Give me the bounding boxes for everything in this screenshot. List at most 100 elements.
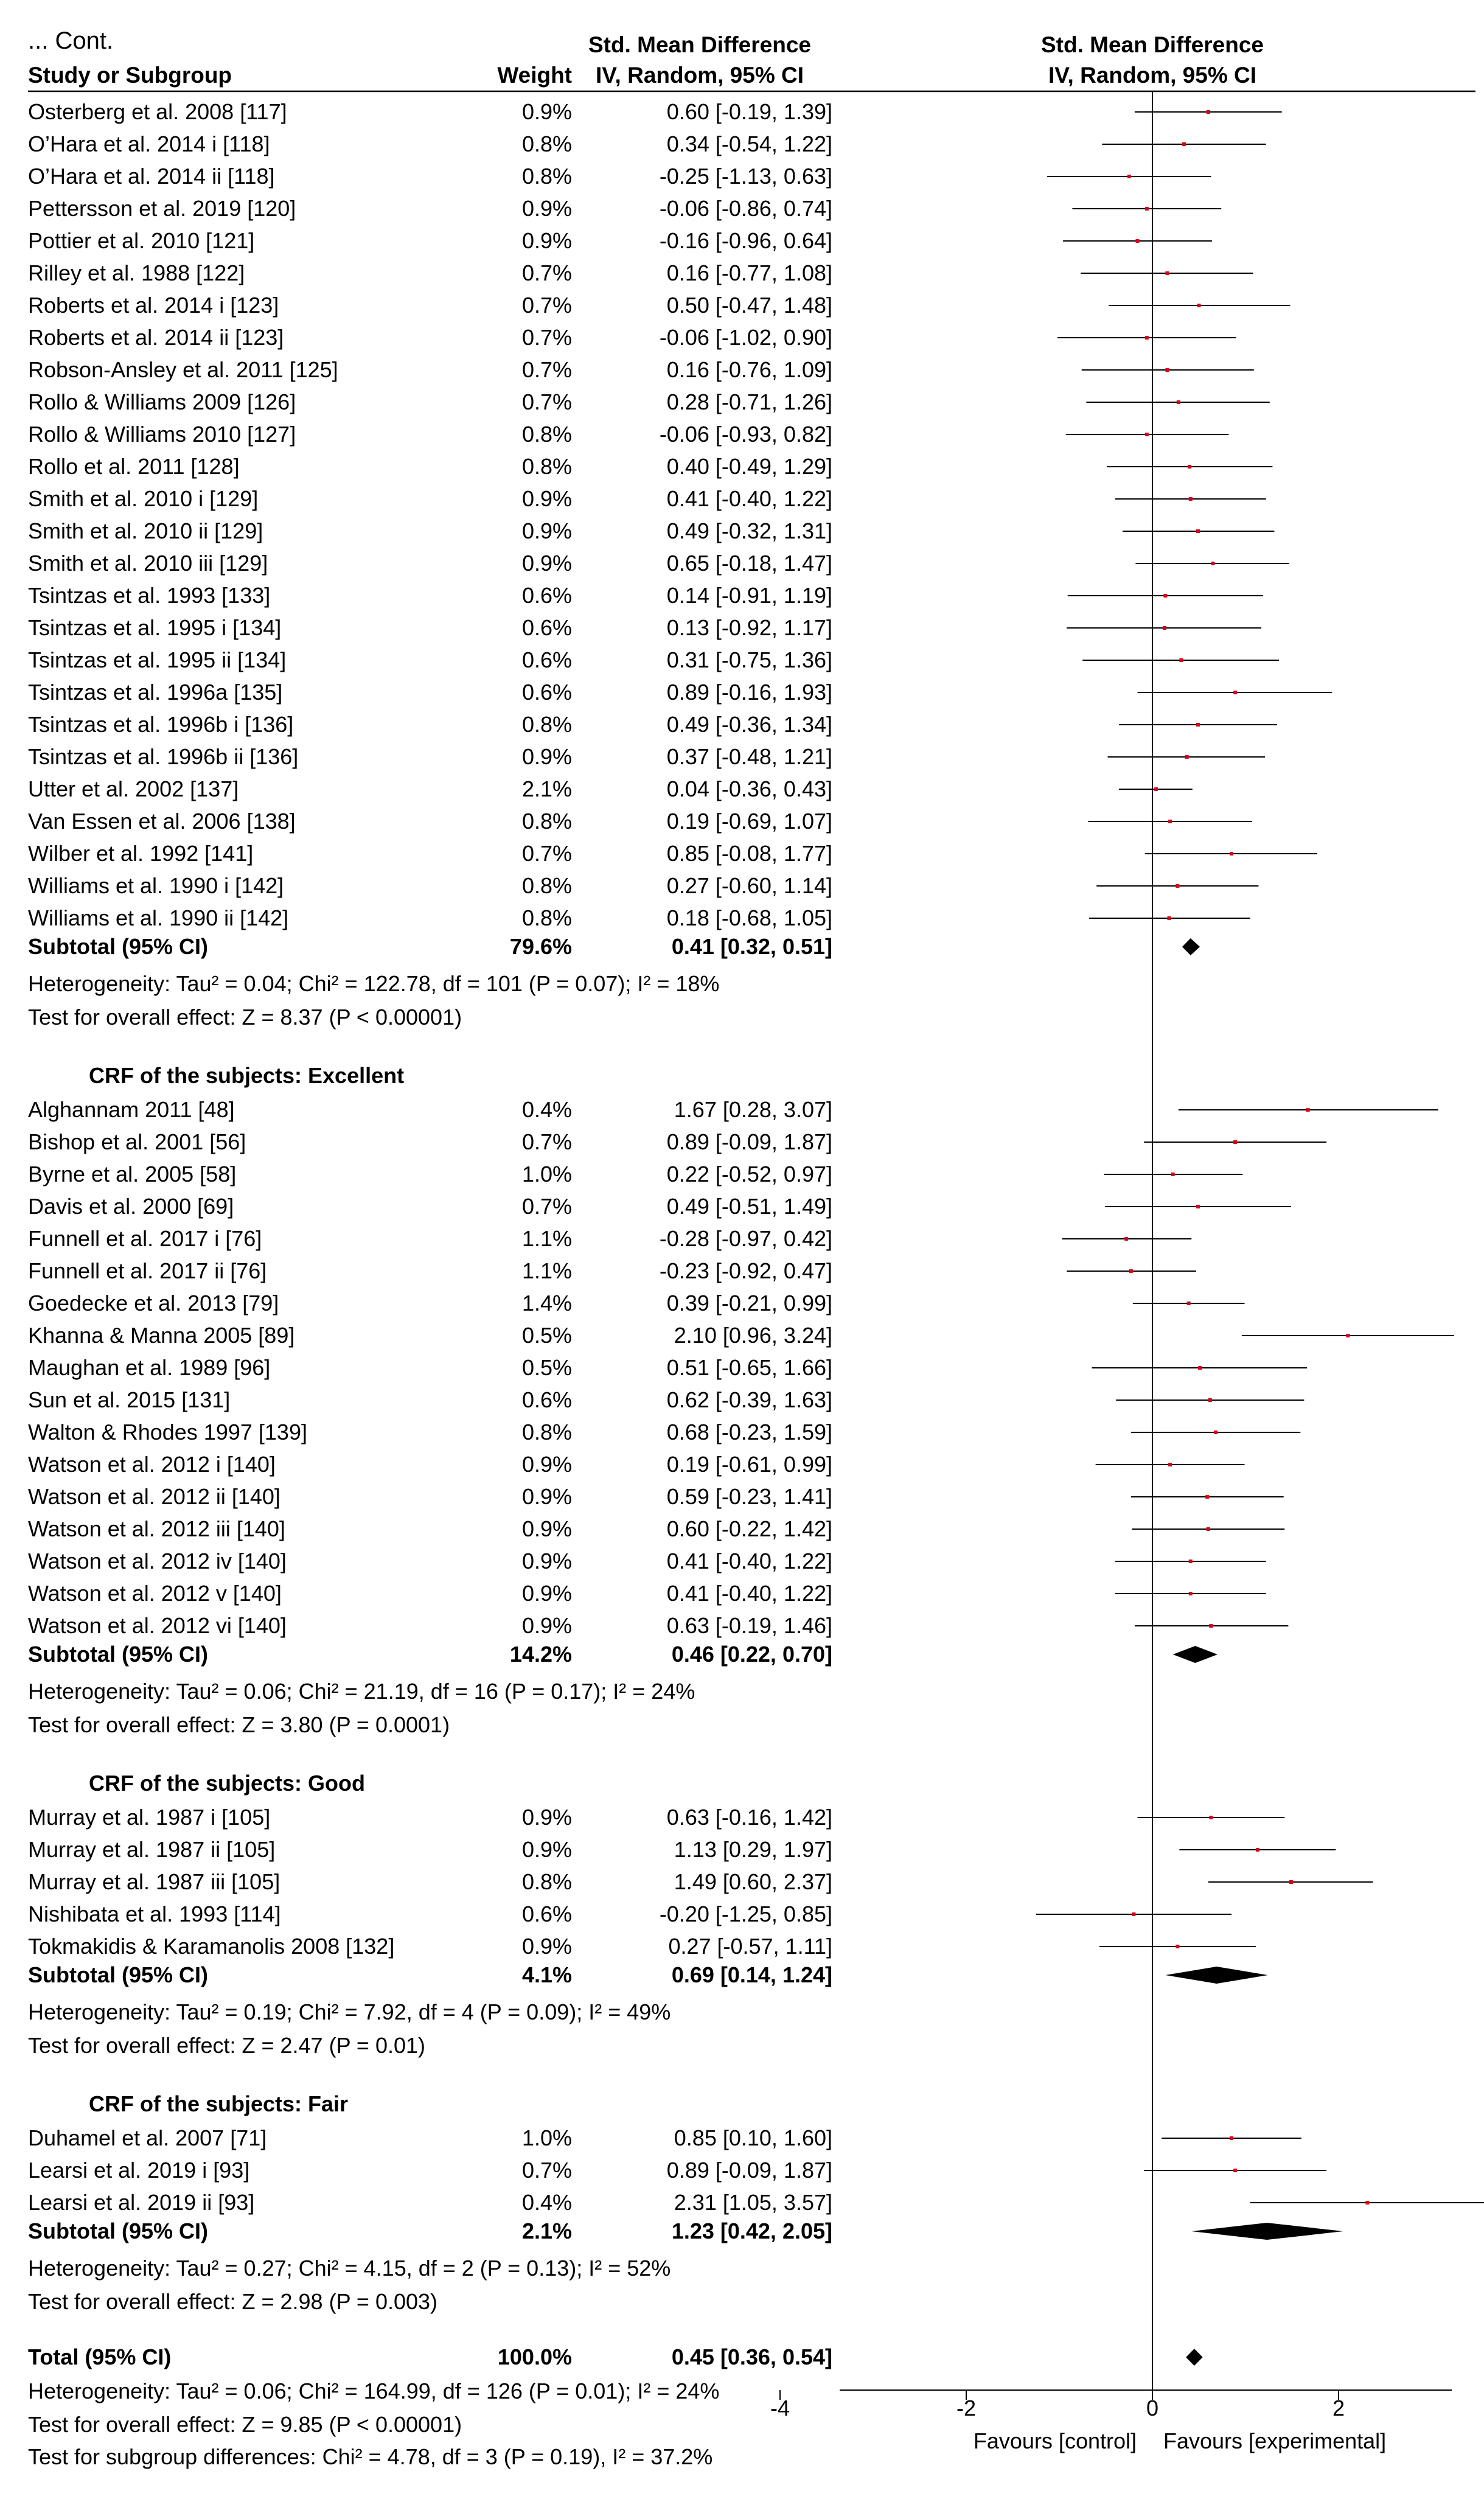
subtotal-label: Subtotal (95% CI) bbox=[28, 1642, 208, 1667]
study-name: Tsintzas et al. 1996a [135] bbox=[28, 680, 282, 705]
study-name: Watson et al. 2012 i [140] bbox=[28, 1452, 276, 1477]
study-ci-text: 0.22 [-0.52, 0.97] bbox=[667, 1162, 832, 1187]
study-ci-text: 0.39 [-0.21, 0.99] bbox=[667, 1291, 832, 1316]
study-weight: 1.4% bbox=[522, 1291, 572, 1316]
study-name: Smith et al. 2010 i [129] bbox=[28, 486, 258, 511]
subtotal-diamond bbox=[1165, 1967, 1268, 1984]
study-point-estimate bbox=[1206, 110, 1210, 114]
study-ci-text: 0.19 [-0.69, 1.07] bbox=[667, 809, 832, 834]
study-name: Roberts et al. 2014 ii [123] bbox=[28, 325, 284, 350]
study-name: Watson et al. 2012 iii [140] bbox=[28, 1516, 285, 1541]
study-name: Watson et al. 2012 ii [140] bbox=[28, 1484, 280, 1509]
weight-column-header: Weight bbox=[497, 63, 572, 88]
study-name: Maughan et al. 1989 [96] bbox=[28, 1355, 270, 1380]
study-weight: 0.8% bbox=[522, 712, 572, 737]
subtotal-label-ci-text: 0.69 [0.14, 1.24] bbox=[672, 1962, 832, 1987]
study-ci-text: 0.14 [-0.91, 1.19] bbox=[667, 583, 832, 608]
study-point-estimate bbox=[1233, 1140, 1238, 1144]
study-weight: 0.6% bbox=[522, 680, 572, 705]
study-point-estimate bbox=[1167, 916, 1171, 920]
heterogeneity-text: Heterogeneity: Tau² = 0.27; Chi² = 4.15,… bbox=[28, 2256, 671, 2281]
study-name: Nishibata et al. 1993 [114] bbox=[28, 1901, 281, 1926]
study-point-estimate bbox=[1179, 658, 1183, 662]
subgroup-heading: CRF of the subjects: Excellent bbox=[89, 1063, 404, 1088]
study-point-estimate bbox=[1196, 723, 1200, 727]
study-point-estimate bbox=[1208, 1398, 1212, 1402]
study-name: Murray et al. 1987 iii [105] bbox=[28, 1869, 280, 1894]
x-axis-tick-label: -4 bbox=[770, 2396, 790, 2421]
study-weight: 0.9% bbox=[522, 518, 572, 543]
subtotal-label: Subtotal (95% CI) bbox=[28, 1962, 208, 1987]
study-point-estimate bbox=[1233, 691, 1238, 694]
study-weight: 0.6% bbox=[522, 1901, 572, 1926]
study-point-estimate bbox=[1186, 1302, 1191, 1305]
study-weight: 0.9% bbox=[522, 551, 572, 576]
study-name: Pottier et al. 2010 [121] bbox=[28, 228, 254, 253]
overall-effect-text: Test for overall effect: Z = 8.37 (P < 0… bbox=[28, 1005, 462, 1030]
study-point-estimate bbox=[1176, 884, 1180, 888]
study-name: Duhamel et al. 2007 [71] bbox=[28, 2125, 266, 2150]
subtotal-label-ci-text: 0.41 [0.32, 0.51] bbox=[672, 934, 832, 959]
study-point-estimate bbox=[1163, 594, 1168, 598]
forest-rows: Osterberg et al. 2008 [117] 0.9% 0.60 [-0.… bbox=[28, 91, 1484, 2469]
study-weight: 0.5% bbox=[522, 1323, 572, 1348]
study-weight: 0.4% bbox=[522, 2190, 572, 2215]
subtotal-diamond bbox=[1191, 2223, 1343, 2240]
study-name: O’Hara et al. 2014 ii [118] bbox=[28, 164, 275, 189]
study-weight: 0.8% bbox=[522, 422, 572, 447]
study-ci-text: -0.23 [-0.92, 0.47] bbox=[660, 1258, 832, 1283]
study-weight: 0.9% bbox=[522, 1549, 572, 1574]
weight-col-label-top: Std. Mean Difference bbox=[588, 32, 811, 57]
study-ci-text: -0.20 [-1.25, 0.85] bbox=[660, 1901, 832, 1926]
subtotal-label-weight: 14.2% bbox=[510, 1642, 572, 1667]
study-name: Watson et al. 2012 iv [140] bbox=[28, 1549, 287, 1574]
study-point-estimate bbox=[1168, 1463, 1172, 1466]
study-ci-text: 0.49 [-0.32, 1.31] bbox=[667, 518, 832, 543]
study-weight: 0.6% bbox=[522, 1387, 572, 1412]
study-ci-text: -0.06 [-0.86, 0.74] bbox=[660, 196, 832, 221]
study-ci-text: 0.27 [-0.57, 1.11] bbox=[668, 1934, 832, 1959]
study-ci-text: -0.06 [-1.02, 0.90] bbox=[660, 325, 832, 350]
favours-experimental-label: Favours [experimental] bbox=[1163, 2428, 1386, 2453]
study-ci-text: 0.85 [0.10, 1.60] bbox=[674, 2125, 832, 2150]
study-ci-text: 0.63 [-0.16, 1.42] bbox=[667, 1805, 832, 1830]
study-name: Smith et al. 2010 ii [129] bbox=[28, 518, 263, 543]
study-ci-text: 0.60 [-0.19, 1.39] bbox=[667, 99, 832, 124]
study-point-estimate bbox=[1196, 1205, 1200, 1208]
study-point-estimate bbox=[1129, 1269, 1133, 1273]
study-weight: 0.8% bbox=[522, 1869, 572, 1894]
study-weight: 0.8% bbox=[522, 131, 572, 156]
study-point-estimate bbox=[1230, 852, 1234, 856]
study-name: Tsintzas et al. 1996b ii [136] bbox=[28, 744, 298, 769]
study-weight: 0.7% bbox=[522, 389, 572, 414]
study-name: O’Hara et al. 2014 i [118] bbox=[28, 131, 270, 156]
study-weight: 0.9% bbox=[522, 1484, 572, 1509]
study-point-estimate bbox=[1230, 2136, 1234, 2140]
study-weight: 0.9% bbox=[522, 228, 572, 253]
study-point-estimate bbox=[1144, 207, 1149, 211]
heterogeneity-text: Heterogeneity: Tau² = 0.06; Chi² = 21.19… bbox=[28, 1679, 695, 1704]
heterogeneity-text: Heterogeneity: Tau² = 0.04; Chi² = 122.7… bbox=[28, 971, 719, 996]
study-column-header: Study or Subgroup bbox=[28, 63, 232, 88]
study-weight: 0.8% bbox=[522, 454, 572, 479]
overall-effect-text: Test for overall effect: Z = 2.47 (P = 0… bbox=[28, 2033, 425, 2058]
study-point-estimate bbox=[1124, 1237, 1129, 1241]
study-ci-text: 0.60 [-0.22, 1.42] bbox=[667, 1516, 832, 1541]
study-name: Tokmakidis & Karamanolis 2008 [132] bbox=[28, 1934, 394, 1959]
study-name: Van Essen et al. 2006 [138] bbox=[28, 809, 296, 834]
study-weight: 0.9% bbox=[522, 1934, 572, 1959]
study-ci-text: 0.34 [-0.54, 1.22] bbox=[667, 131, 832, 156]
study-point-estimate bbox=[1306, 1108, 1310, 1112]
study-name: Bishop et al. 2001 [56] bbox=[28, 1129, 246, 1154]
study-ci-text: 0.31 [-0.75, 1.36] bbox=[667, 647, 832, 672]
subtotal-label-weight: 4.1% bbox=[522, 1962, 572, 1987]
total-overall-effect-text: Test for overall effect: Z = 9.85 (P < 0… bbox=[28, 2412, 462, 2437]
study-point-estimate bbox=[1214, 1431, 1218, 1434]
study-weight: 1.1% bbox=[522, 1226, 572, 1251]
study-ci-text: 2.31 [1.05, 3.57] bbox=[674, 2190, 832, 2215]
subtotal-label-weight: 79.6% bbox=[510, 934, 572, 959]
study-point-estimate bbox=[1165, 368, 1169, 372]
subtotal-label-weight: 2.1% bbox=[522, 2218, 572, 2243]
study-ci-text: 0.68 [-0.23, 1.59] bbox=[667, 1420, 832, 1445]
